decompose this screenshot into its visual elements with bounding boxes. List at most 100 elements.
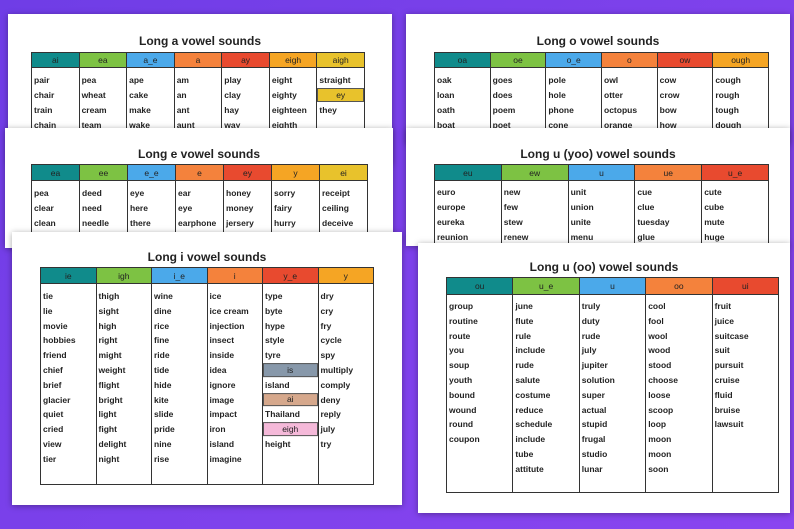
word: poem [492,104,516,115]
word: tough [715,104,739,115]
word: clean [34,217,56,228]
word: thigh [98,290,120,301]
word: coupon [449,433,480,444]
word: movie [43,320,68,331]
column-header: y [317,267,374,284]
column-header: e [175,164,224,181]
sheet-title: Long i vowel sounds [147,250,267,264]
word: dine [154,305,172,316]
word: make [129,104,151,115]
word: island [209,438,235,449]
word: bright [98,394,123,405]
column-body [711,295,779,493]
column-header: y [271,164,320,181]
word: poet [492,119,511,130]
column-header: ow [656,52,714,68]
word: hobbies [43,335,76,346]
word: spy [320,349,336,360]
word: reduce [515,404,544,415]
word: straight [319,74,351,85]
word: chief [43,364,63,375]
word: juice [714,315,734,326]
word: suit [714,345,730,356]
word: frugal [581,433,606,444]
word: there [130,217,151,228]
word: weight [98,364,126,375]
word: idea [209,364,227,375]
word: wound [449,404,477,415]
word: deceive [322,217,354,228]
column-header: e_e [127,164,176,181]
word: june [515,300,533,311]
column-header: i [206,267,263,284]
column-header: ui [711,277,779,295]
worksheet: Long i vowel sounds ie tie lie movie hobbies f… [12,232,402,505]
worksheet: Long u (yoo) vowel sounds eu euro europe eur… [406,128,790,246]
word: bow [659,104,677,115]
word: cone [548,119,569,130]
word: moon [648,433,672,444]
word: studio [581,448,608,459]
column-body [712,68,769,144]
word: unit [570,186,587,197]
word: menu [570,231,594,242]
word: bound [449,389,475,400]
word: eureka [437,216,465,227]
word: cry [320,305,334,316]
word: clay [224,89,241,100]
sheet-title: Long o vowel sounds [536,34,660,48]
column-header: ea [78,52,128,68]
word: cube [704,201,725,212]
word: july [581,345,597,356]
word: ice cream [209,305,249,316]
column-header: eigh [268,52,318,68]
word: union [570,201,594,212]
word: fool [648,315,664,326]
word: youth [449,374,473,385]
column-header: i_e [151,267,208,284]
word: rule [515,330,531,341]
word: you [449,345,465,356]
column-body [317,284,374,485]
word: hype [265,320,285,331]
word: eye [130,187,145,198]
word: soon [648,463,669,474]
word: unite [570,216,591,227]
word: cruise [714,374,740,385]
word: sight [98,305,119,316]
sub-header: eigh [263,422,318,437]
word: choose [648,374,678,385]
word: money [226,202,254,213]
word: actual [581,404,607,415]
word: eighty [271,89,297,100]
word: wool [648,330,668,341]
word: bruise [714,404,741,415]
word: stood [648,359,672,370]
word: loop [648,419,667,430]
column-header: ew [500,164,569,181]
word: rough [715,89,740,100]
word: night [98,453,120,464]
word: lie [43,305,53,316]
column-header: y_e [262,267,319,284]
word: fluid [714,389,733,400]
word: rude [581,330,601,341]
column-header: u_e [512,277,580,295]
word: renew [503,231,529,242]
word: pride [154,423,175,434]
sheet-title: Long a vowel sounds [138,34,261,48]
word: group [449,300,474,311]
word: routine [449,315,478,326]
word: needle [82,217,109,228]
column-body [316,68,365,164]
word: tier [43,453,57,464]
word: phone [548,104,574,115]
word: team [81,119,102,130]
word: chair [34,89,55,100]
word: salute [515,374,540,385]
word: tide [154,364,170,375]
word: truly [581,300,601,311]
word: rude [515,359,534,370]
column-header: ei [319,164,368,181]
word: hole [548,89,566,100]
